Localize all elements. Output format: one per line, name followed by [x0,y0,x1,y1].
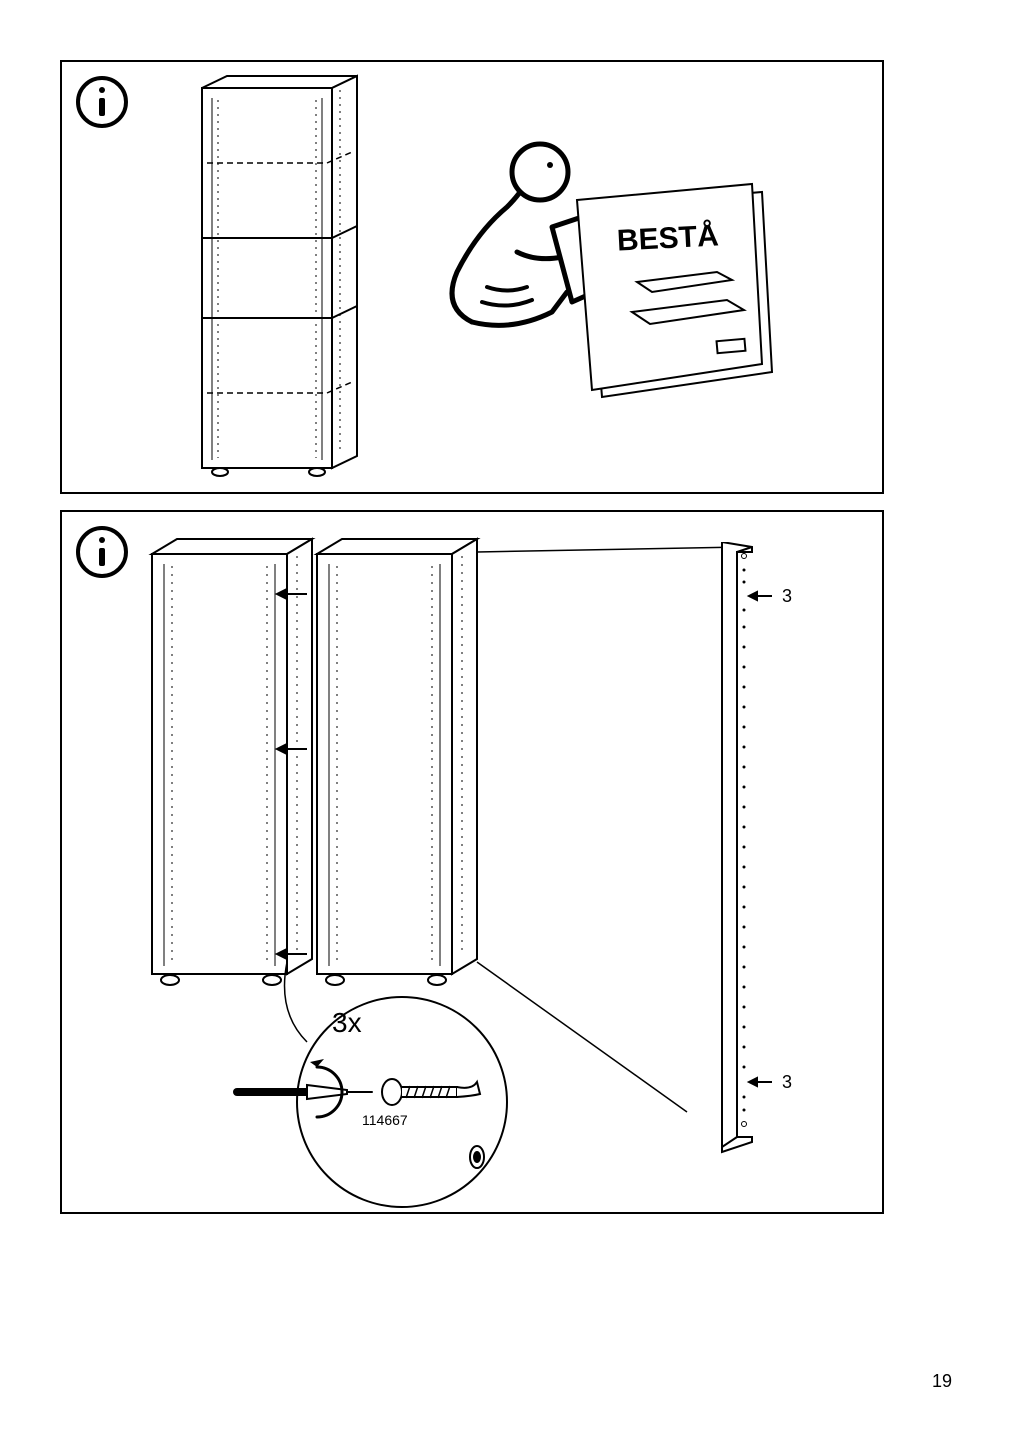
hole-position-top: 3 [782,586,792,607]
bottom-info-panel: 3 3 [60,510,884,1214]
screw-detail [232,982,532,1212]
bookcase-diagram [182,68,382,488]
besta-booklet [562,172,782,402]
top-info-panel: BESTÅ [60,60,884,494]
panel-edge-detail [667,542,797,1162]
info-icon [76,526,128,578]
two-cabinets-diagram [132,524,502,1004]
part-number: 114667 [362,1112,408,1128]
page-number: 19 [932,1371,952,1392]
screw-quantity: 3x [332,1007,362,1039]
instruction-page: BESTÅ [0,0,1012,1432]
info-icon [76,76,128,128]
hole-position-bottom: 3 [782,1072,792,1093]
product-name-label: BESTÅ [616,219,719,258]
